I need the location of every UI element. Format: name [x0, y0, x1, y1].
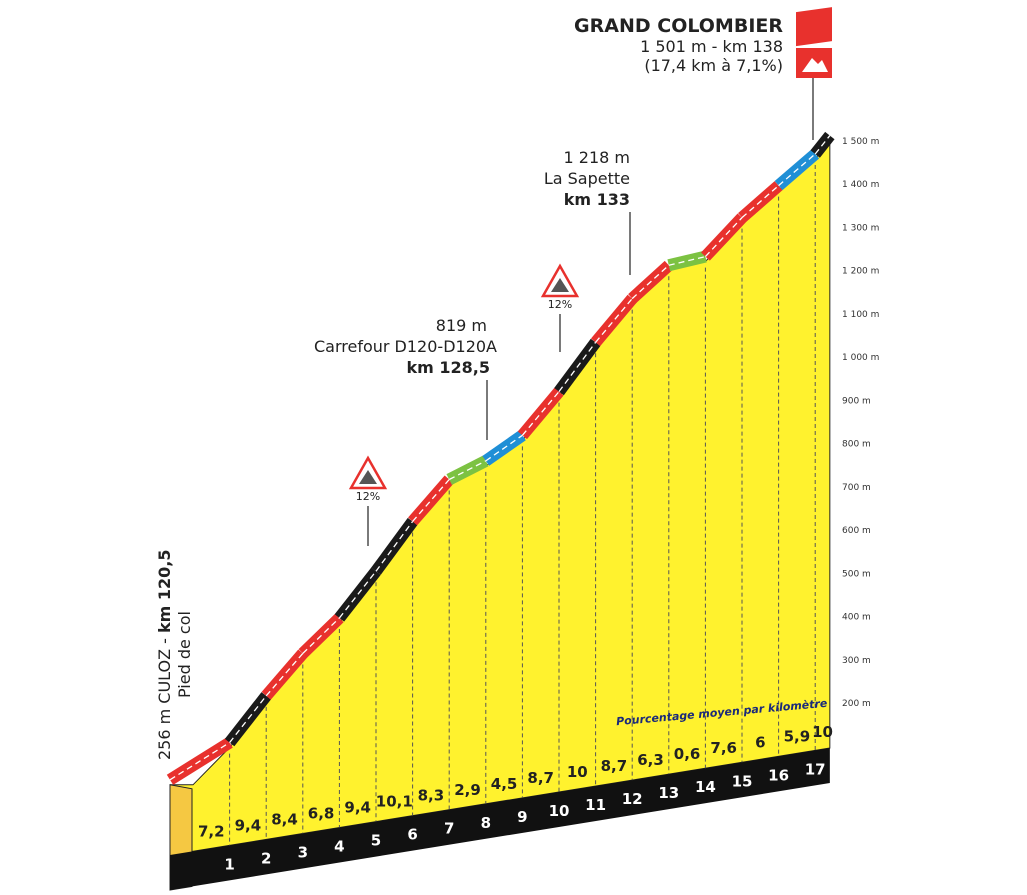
- y-tick-label: 500 m: [842, 569, 871, 579]
- road-dash: [741, 185, 780, 219]
- y-tick-label: 1 300 m: [842, 223, 879, 233]
- km-label: 6: [407, 826, 417, 844]
- gradient-label: 6: [755, 733, 765, 751]
- gradient-label: 9,4: [235, 816, 262, 834]
- road-dash: [375, 521, 414, 572]
- road-dash: [668, 255, 706, 266]
- steep-label: 12%: [548, 298, 572, 311]
- road-segment: [517, 387, 564, 440]
- y-tick-label: 1 000 m: [842, 353, 879, 363]
- km-band: [170, 748, 830, 890]
- pass-name: Carrefour D120-D120A: [314, 337, 497, 356]
- km-label: 13: [658, 784, 679, 802]
- steep-label: 12%: [356, 490, 380, 503]
- y-tick-label: 800 m: [842, 440, 871, 450]
- y-tick-label: 1 500 m: [842, 137, 879, 147]
- km-label: 12: [622, 790, 643, 808]
- gradient-label: 8,7: [527, 769, 554, 787]
- y-tick-label: 600 m: [842, 526, 871, 536]
- gradient-label: 10: [567, 763, 588, 781]
- summit-info: (17,4 km à 7,1%): [644, 56, 783, 75]
- road-dash: [448, 460, 487, 481]
- road-segment: [591, 294, 637, 347]
- steep-marker: [540, 263, 580, 352]
- y-tick-label: 1 100 m: [842, 310, 879, 320]
- gradient-label: 8,3: [418, 787, 445, 805]
- pass-elevation: 1 218 m: [564, 148, 630, 167]
- km-label: 17: [805, 760, 826, 778]
- km-label: 5: [371, 832, 381, 850]
- km-label: 1: [224, 855, 234, 873]
- start-note: Pied de col: [175, 611, 194, 698]
- summit-flag: [796, 7, 832, 78]
- road-dash: [704, 217, 743, 258]
- gradient-label: 6,3: [637, 751, 664, 769]
- y-tick-label: 1 200 m: [842, 267, 879, 277]
- steep-marker: [348, 455, 388, 546]
- km-label: 3: [298, 843, 308, 861]
- road-segment: [261, 649, 308, 700]
- road-segment: [334, 567, 381, 622]
- gradient-label: 8,7: [601, 757, 628, 775]
- road-dash: [485, 434, 523, 462]
- km-label: 16: [768, 766, 789, 784]
- road-dash: [778, 153, 816, 187]
- km-label: 4: [334, 838, 344, 856]
- road-dash: [169, 742, 230, 781]
- km-label: 9: [517, 808, 527, 826]
- y-tick-label: 200 m: [842, 699, 871, 709]
- pass-km: km 128,5: [407, 358, 491, 377]
- y-tick-label: 700 m: [842, 483, 871, 493]
- summit-info: 1 501 m - km 138: [640, 37, 783, 56]
- road-segment: [408, 475, 454, 526]
- summit-name: GRAND COLOMBIER: [574, 15, 783, 37]
- y-tick-label: 900 m: [842, 396, 871, 406]
- gradient-label: 9,4: [344, 799, 371, 817]
- y-tick-label: 300 m: [842, 656, 871, 666]
- pass-name: La Sapette: [544, 169, 630, 188]
- gradient-label: 2,9: [454, 781, 481, 799]
- y-tick-label: 1 400 m: [842, 180, 879, 190]
- km-label: 10: [549, 802, 570, 820]
- gradient-label: 7,6: [710, 739, 737, 757]
- road-segment: [224, 692, 271, 747]
- road-dash: [302, 617, 340, 654]
- y-tick-label: 400 m: [842, 613, 871, 623]
- road-dash: [814, 135, 831, 155]
- road-dash: [558, 341, 597, 393]
- km-label: 11: [585, 796, 606, 814]
- gradient-label: 7,2: [198, 822, 225, 840]
- km-label: 15: [732, 772, 753, 790]
- pass-km: km 133: [564, 190, 630, 209]
- gradient-label: 0,6: [674, 745, 701, 763]
- gradient-label: 10: [812, 723, 833, 741]
- start-place: 256 m CULOZ -: [155, 633, 174, 760]
- gradient-label: 5,9: [784, 727, 811, 745]
- km-label: 7: [444, 820, 454, 838]
- start-km: km 120,5: [155, 549, 174, 633]
- gradient-label: 4,5: [491, 775, 518, 793]
- gradient-label: 6,8: [308, 805, 335, 823]
- km-label: 8: [481, 814, 491, 832]
- profile-layer: 1 2 3 4 5 6 7 8 9 10 11 12 13 14 15 16 177,2 9,4 8,4 6,8 9,4…: [166, 131, 879, 891]
- km-label: 14: [695, 778, 716, 796]
- road-dash: [631, 264, 670, 300]
- gradient-label: 8,4: [271, 810, 298, 828]
- start-label: 256 m CULOZ - km 120,5: [155, 549, 174, 760]
- gradient-label: 10,1: [376, 793, 413, 811]
- km-label: 2: [261, 849, 271, 867]
- pass-elevation: 819 m: [436, 316, 487, 335]
